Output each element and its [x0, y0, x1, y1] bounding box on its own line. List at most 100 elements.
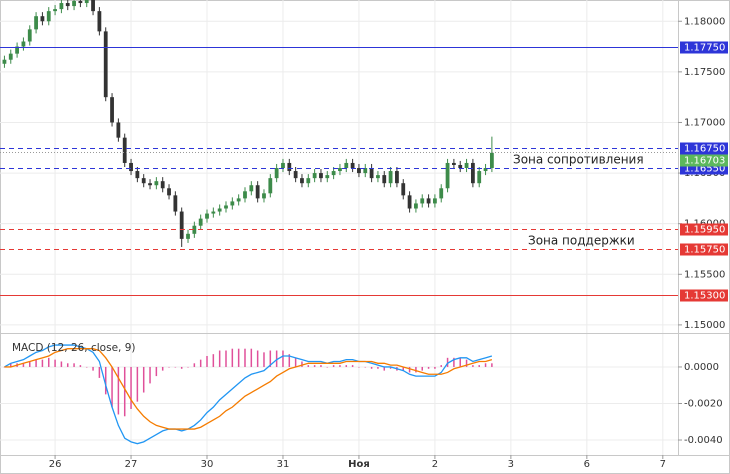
candle-body	[306, 178, 311, 184]
level-label-box	[680, 142, 728, 155]
candle-body	[470, 162, 475, 184]
histogram-bar	[47, 357, 50, 367]
y-tick-label: 1.15000	[684, 320, 725, 331]
histogram-bar	[440, 365, 442, 367]
histogram-bar	[250, 348, 253, 367]
histogram-bar	[117, 366, 120, 415]
candle-body	[274, 168, 279, 179]
level-label: 1.17750	[684, 43, 725, 54]
y-tick-label: 1.15500	[684, 269, 725, 280]
candle-body	[357, 168, 361, 174]
histogram-bar	[79, 365, 82, 367]
candle-body	[84, 0, 89, 4]
candle-body	[287, 162, 292, 172]
histogram-bar	[199, 359, 202, 367]
candle-body	[426, 198, 431, 204]
histogram-bar	[155, 366, 158, 377]
level-label: 1.16750	[684, 144, 725, 155]
histogram-bar	[161, 366, 164, 371]
candle-body	[186, 233, 190, 239]
candle-body	[338, 168, 342, 172]
candle-body	[34, 16, 38, 30]
histogram-bar	[408, 366, 411, 373]
candle-body	[439, 188, 444, 199]
candle-body	[192, 225, 197, 234]
histogram-bar	[98, 366, 101, 378]
histogram-bar	[149, 366, 151, 384]
candle-body	[249, 185, 254, 192]
histogram-bar	[73, 363, 75, 367]
y-tick-label: -0.0040	[684, 435, 723, 446]
histogram-bar	[294, 357, 297, 367]
x-tick-label: 7	[660, 459, 666, 470]
candle-body	[458, 164, 463, 169]
histogram-bar	[313, 365, 316, 367]
histogram-bar	[111, 366, 113, 408]
histogram-bar	[472, 365, 474, 367]
x-tick-label: 2	[432, 459, 438, 470]
candle-body	[59, 3, 64, 10]
candle-body	[46, 11, 51, 22]
histogram-bar	[237, 348, 240, 367]
histogram-bar	[446, 357, 449, 367]
pane-title: MACD (12, 26, close, 9)	[12, 342, 135, 354]
histogram-bar	[326, 366, 329, 368]
histogram-bar	[358, 366, 360, 368]
candle-body	[116, 122, 121, 138]
candle-body	[325, 175, 330, 179]
candle-body	[211, 211, 216, 214]
histogram-bar	[478, 365, 480, 367]
candle-body	[300, 178, 304, 184]
histogram-bar	[66, 363, 69, 367]
candle-body	[78, 1, 83, 4]
candle-body	[179, 211, 184, 239]
level-label-box	[680, 223, 728, 236]
candle-body	[452, 162, 456, 165]
y-tick-label: -0.0020	[684, 398, 723, 409]
histogram-bar	[383, 366, 386, 371]
candle-body	[395, 171, 399, 184]
candle-body	[433, 198, 437, 204]
candle-body	[331, 171, 336, 176]
level-label: 1.15300	[684, 291, 725, 302]
histogram-bar	[491, 363, 493, 367]
level-label: 1.16550	[684, 164, 725, 175]
histogram-bar	[269, 350, 272, 367]
candle-body	[129, 162, 133, 172]
level-label: 1.15750	[684, 245, 725, 256]
candle-body	[363, 168, 368, 174]
histogram-bar	[130, 366, 132, 409]
candle-body	[224, 205, 228, 209]
candle-body	[40, 16, 45, 22]
histogram-bar	[85, 366, 88, 368]
histogram-bar	[193, 363, 196, 367]
histogram-bar	[415, 366, 417, 373]
level-label-box	[680, 243, 728, 256]
x-tick-label: 6	[584, 459, 590, 470]
candle-body	[401, 183, 406, 196]
candle-body	[420, 198, 425, 204]
candle-body	[382, 175, 387, 184]
y-tick-label: 1.18000	[684, 16, 725, 27]
histogram-bar	[41, 359, 44, 367]
histogram-bar	[320, 365, 322, 367]
level-label-box	[680, 41, 728, 54]
histogram-bar	[332, 365, 335, 367]
x-tick-label: 3	[508, 459, 514, 470]
histogram-bar	[142, 366, 145, 393]
candle-body	[281, 162, 285, 169]
histogram-bar	[288, 354, 291, 367]
histogram-bar	[339, 365, 341, 367]
candle-body	[489, 152, 494, 169]
histogram-bar	[231, 348, 234, 367]
histogram-bar	[104, 366, 107, 395]
histogram-bar	[244, 348, 246, 367]
histogram-bar	[123, 366, 126, 417]
histogram-bar	[459, 357, 461, 367]
level-label-box	[680, 289, 728, 302]
candle-body	[477, 171, 482, 184]
histogram-bar	[301, 361, 303, 367]
candle-body	[407, 195, 412, 209]
candle-body	[312, 173, 317, 179]
